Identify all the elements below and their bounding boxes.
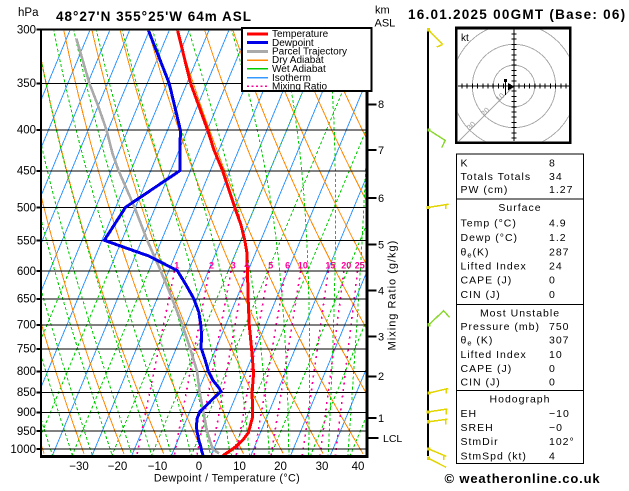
svg-text:102°: 102° — [549, 436, 575, 448]
svg-text:300: 300 — [17, 25, 36, 37]
svg-text:Isotherm: Isotherm — [272, 73, 311, 84]
svg-text:750: 750 — [17, 344, 36, 356]
svg-text:Dewp (°C): Dewp (°C) — [461, 232, 519, 244]
svg-text:© weatheronline.co.uk: © weatheronline.co.uk — [445, 471, 601, 486]
svg-text:PW (cm): PW (cm) — [461, 184, 509, 196]
svg-text:307: 307 — [549, 335, 570, 347]
svg-text:Hodograph: Hodograph — [490, 394, 551, 406]
svg-text:20: 20 — [274, 461, 287, 473]
svg-text:Dewpoint: Dewpoint — [272, 38, 314, 49]
svg-text:−0: −0 — [549, 422, 563, 434]
svg-text:Temp (°C): Temp (°C) — [461, 218, 517, 230]
svg-text:kt: kt — [461, 33, 469, 44]
svg-text:1.27: 1.27 — [549, 184, 573, 196]
svg-text:800: 800 — [17, 366, 36, 378]
svg-text:7: 7 — [378, 145, 384, 157]
svg-text:CAPE (J): CAPE (J) — [461, 275, 513, 287]
svg-text:Surface: Surface — [498, 202, 541, 214]
svg-text:SREH: SREH — [461, 422, 494, 434]
svg-text:400: 400 — [17, 125, 36, 137]
svg-text:10: 10 — [233, 461, 246, 473]
svg-text:3: 3 — [378, 331, 384, 343]
svg-text:900: 900 — [17, 407, 36, 419]
svg-text:500: 500 — [17, 202, 36, 214]
svg-text:15: 15 — [325, 261, 335, 271]
svg-text:6: 6 — [378, 193, 384, 205]
svg-text:Mixing Ratio (g/kg): Mixing Ratio (g/kg) — [387, 240, 399, 351]
svg-text:8: 8 — [549, 158, 556, 170]
svg-text:Temperature: Temperature — [272, 29, 329, 40]
svg-text:8: 8 — [378, 99, 384, 111]
svg-text:1.2: 1.2 — [549, 232, 567, 244]
svg-text:LCL: LCL — [383, 433, 402, 445]
svg-text:20: 20 — [341, 261, 351, 271]
svg-text:Totals Totals: Totals Totals — [461, 171, 532, 183]
svg-text:0: 0 — [549, 275, 556, 287]
svg-text:hPa: hPa — [18, 7, 39, 19]
svg-text:350: 350 — [17, 78, 36, 90]
svg-text:4.9: 4.9 — [549, 218, 567, 230]
svg-text:0: 0 — [549, 363, 556, 375]
svg-text:1: 1 — [174, 261, 179, 271]
svg-text:600: 600 — [17, 266, 36, 278]
svg-text:950: 950 — [17, 426, 36, 438]
svg-text:1: 1 — [378, 413, 384, 425]
svg-text:−10: −10 — [549, 408, 570, 420]
svg-text:−30: −30 — [69, 461, 89, 473]
svg-text:CIN (J): CIN (J) — [461, 376, 501, 388]
svg-text:3: 3 — [231, 261, 236, 271]
svg-text:km: km — [375, 5, 390, 17]
svg-text:34: 34 — [549, 171, 563, 183]
svg-text:0: 0 — [549, 376, 556, 388]
svg-text:10: 10 — [298, 261, 308, 271]
svg-text:CAPE (J): CAPE (J) — [461, 363, 513, 375]
svg-text:850: 850 — [17, 387, 36, 399]
svg-text:Lifted Index: Lifted Index — [461, 260, 527, 272]
svg-text:700: 700 — [17, 320, 36, 332]
svg-text:θe(K): θe(K) — [461, 246, 490, 259]
svg-text:1000: 1000 — [10, 444, 36, 456]
svg-text:450: 450 — [17, 166, 36, 178]
svg-text:10: 10 — [549, 349, 563, 361]
svg-text:−20: −20 — [108, 461, 128, 473]
svg-text:4: 4 — [378, 285, 384, 297]
svg-text:6: 6 — [285, 261, 290, 271]
svg-text:40: 40 — [352, 461, 365, 473]
svg-text:Dewpoint / Temperature (°C): Dewpoint / Temperature (°C) — [154, 473, 300, 485]
svg-text:0: 0 — [196, 461, 202, 473]
svg-text:Parcel Trajectory: Parcel Trajectory — [272, 47, 347, 58]
svg-text:287: 287 — [549, 246, 570, 258]
svg-text:5: 5 — [378, 239, 384, 251]
svg-text:4: 4 — [244, 261, 249, 271]
svg-text:4: 4 — [549, 450, 556, 462]
svg-text:750: 750 — [549, 321, 570, 333]
svg-text:θe (K): θe (K) — [461, 335, 494, 348]
svg-text:−10: −10 — [148, 461, 168, 473]
svg-text:EH: EH — [461, 408, 478, 420]
svg-text:5: 5 — [268, 261, 273, 271]
svg-text:StmSpd (kt): StmSpd (kt) — [461, 450, 527, 462]
svg-text:650: 650 — [17, 294, 36, 306]
svg-text:24: 24 — [549, 260, 563, 272]
svg-text:0: 0 — [549, 289, 556, 301]
svg-text:Pressure (mb): Pressure (mb) — [461, 321, 541, 333]
svg-text:StmDir: StmDir — [461, 436, 499, 448]
svg-text:550: 550 — [17, 236, 36, 248]
svg-text:Most Unstable: Most Unstable — [480, 308, 560, 320]
svg-text:Dry Adiabat: Dry Adiabat — [272, 55, 324, 66]
svg-text:48°27'N 355°25'W 64m ASL: 48°27'N 355°25'W 64m ASL — [56, 9, 252, 24]
svg-text:2: 2 — [209, 261, 214, 271]
svg-text:2: 2 — [378, 371, 384, 383]
svg-text:ASL: ASL — [375, 18, 396, 30]
svg-text:K: K — [461, 158, 469, 170]
svg-text:25: 25 — [355, 261, 365, 271]
svg-text:Lifted Index: Lifted Index — [461, 349, 527, 361]
svg-text:CIN (J): CIN (J) — [461, 289, 501, 301]
svg-text:30: 30 — [316, 461, 329, 473]
svg-text:Mixing Ratio: Mixing Ratio — [272, 82, 327, 93]
svg-text:Wet Adiabat: Wet Adiabat — [272, 64, 326, 75]
svg-text:16.01.2025 00GMT (Base: 06): 16.01.2025 00GMT (Base: 06) — [408, 7, 626, 22]
